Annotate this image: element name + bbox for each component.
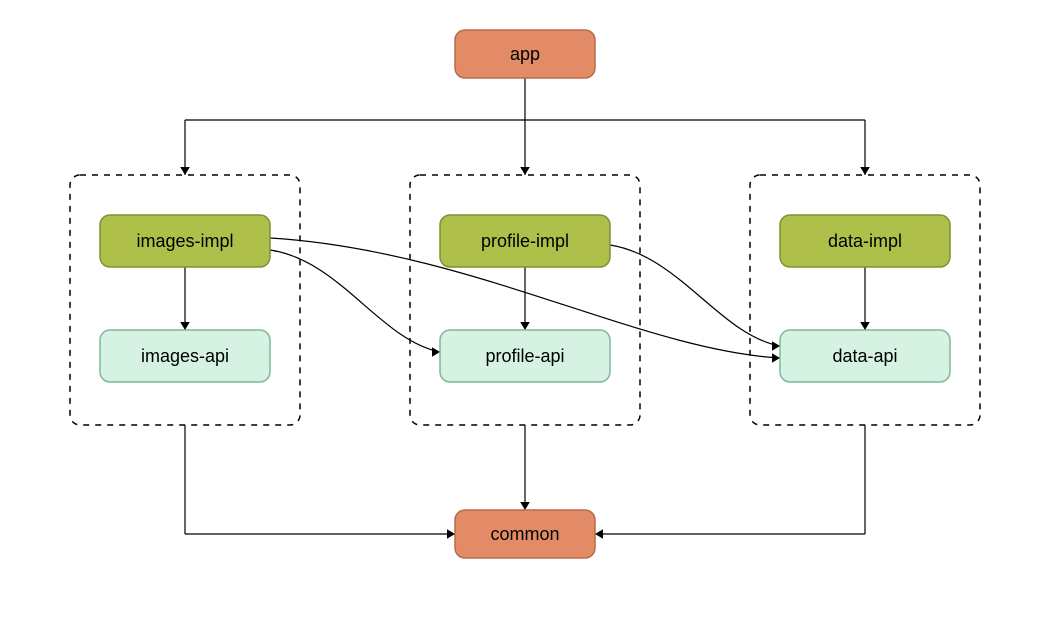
arrowhead: [520, 167, 530, 175]
node-label: profile-impl: [481, 231, 569, 251]
arrowhead: [432, 347, 440, 357]
arrowhead: [595, 529, 603, 539]
edge-curve: [270, 250, 440, 352]
arrowhead: [860, 322, 870, 330]
arrowhead: [772, 341, 780, 351]
node-images-api: images-api: [100, 330, 270, 382]
arrowhead: [447, 529, 455, 539]
node-label: images-impl: [136, 231, 233, 251]
arrowhead: [180, 322, 190, 330]
node-label: images-api: [141, 346, 229, 366]
arrowhead: [772, 353, 780, 363]
profile-impl-to-data-api: [610, 245, 780, 351]
node-label: data-api: [832, 346, 897, 366]
node-label: profile-api: [485, 346, 564, 366]
arrowhead: [860, 167, 870, 175]
node-label: data-impl: [828, 231, 902, 251]
app-to-groups: [180, 78, 870, 175]
profile-impl-to-profile-api: [520, 267, 530, 330]
node-common: common: [455, 510, 595, 558]
data-impl-to-data-api: [860, 267, 870, 330]
node-data-impl: data-impl: [780, 215, 950, 267]
node-data-api: data-api: [780, 330, 950, 382]
edges-layer: [180, 78, 870, 539]
node-images-impl: images-impl: [100, 215, 270, 267]
node-profile-impl: profile-impl: [440, 215, 610, 267]
node-app: app: [455, 30, 595, 78]
images-impl-to-images-api: [180, 267, 190, 330]
module-dependency-diagram: app images-impl profile-impl data-impl image…: [0, 0, 1050, 624]
arrowhead: [520, 322, 530, 330]
edge-curve: [610, 245, 780, 346]
images-impl-to-profile-api: [270, 250, 440, 357]
arrowhead: [180, 167, 190, 175]
node-label: app: [510, 44, 540, 64]
node-label: common: [490, 524, 559, 544]
node-profile-api: profile-api: [440, 330, 610, 382]
arrowhead: [520, 502, 530, 510]
